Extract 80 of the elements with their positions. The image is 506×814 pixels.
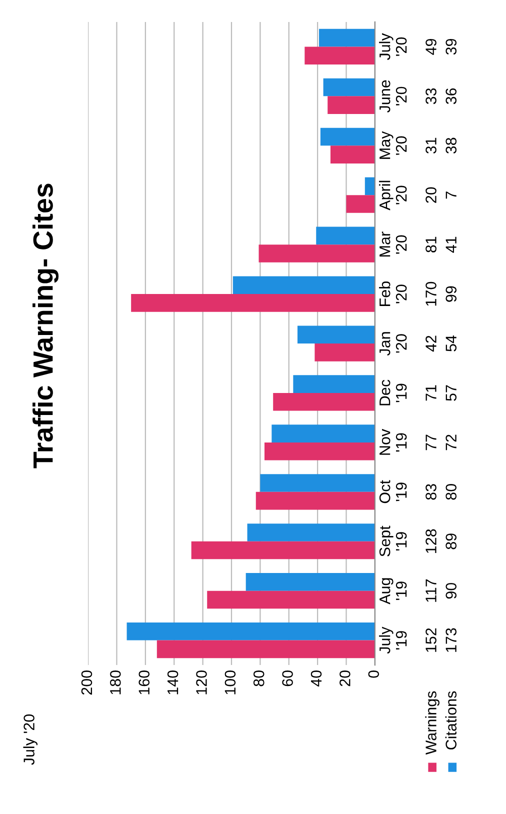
x-tick-label: 200 bbox=[81, 670, 92, 695]
data-label: 77 bbox=[426, 434, 436, 450]
x-tick-label: 120 bbox=[196, 670, 207, 694]
data-label: 89 bbox=[446, 534, 457, 550]
bar bbox=[316, 226, 375, 245]
bar bbox=[246, 573, 375, 591]
bar bbox=[319, 28, 375, 47]
x-tick-label: 0 bbox=[368, 670, 380, 678]
bar bbox=[297, 326, 375, 344]
data-label: 54 bbox=[446, 335, 457, 352]
x-tick-label: 20 bbox=[340, 670, 350, 686]
bar bbox=[256, 492, 375, 510]
y-tick-label: July '19 bbox=[379, 626, 407, 654]
bar bbox=[364, 177, 375, 196]
data-label: 117 bbox=[426, 579, 436, 602]
x-tick-label: 100 bbox=[224, 670, 236, 694]
y-tick-label: Aug '19 bbox=[380, 578, 407, 604]
bar bbox=[131, 294, 375, 312]
bar bbox=[264, 442, 375, 460]
y-tick-label: Feb '20 bbox=[379, 282, 407, 306]
bar bbox=[247, 524, 375, 542]
bar bbox=[156, 640, 375, 658]
y-tick-label: June '20 bbox=[380, 80, 407, 112]
bar bbox=[260, 474, 375, 492]
data-label: 81 bbox=[426, 236, 436, 252]
data-label: 33 bbox=[426, 88, 436, 104]
y-tick-label: Sept '19 bbox=[379, 526, 407, 556]
bar bbox=[314, 344, 375, 362]
x-tick-label: 40 bbox=[310, 670, 322, 687]
x-tick-label: 160 bbox=[138, 670, 150, 694]
data-label: 41 bbox=[446, 236, 456, 253]
x-tick-label: 140 bbox=[167, 670, 178, 694]
data-label: 36 bbox=[446, 88, 457, 104]
data-label: 7 bbox=[446, 192, 456, 199]
data-label: 38 bbox=[446, 138, 457, 154]
y-tick-label: Nov '19 bbox=[380, 428, 407, 455]
data-label: 57 bbox=[446, 385, 457, 401]
bar bbox=[346, 195, 375, 213]
data-label: 72 bbox=[446, 434, 456, 450]
data-label: 152 bbox=[426, 628, 436, 652]
data-label: 49 bbox=[426, 38, 436, 55]
x-tick-label: 60 bbox=[282, 670, 293, 686]
data-label: 20 bbox=[426, 187, 436, 203]
y-tick-label: May '20 bbox=[380, 131, 407, 159]
bar bbox=[258, 244, 375, 262]
data-label: 99 bbox=[446, 286, 457, 302]
data-label: 80 bbox=[446, 484, 457, 500]
y-tick-label: Dec '19 bbox=[380, 380, 407, 406]
data-label: 71 bbox=[426, 385, 436, 401]
bar bbox=[293, 375, 375, 393]
y-tick-label: Jan '20 bbox=[380, 332, 407, 356]
bar bbox=[323, 78, 375, 96]
text: Traffic Warning- Cites bbox=[32, 184, 59, 468]
bar bbox=[207, 590, 375, 609]
bar bbox=[330, 146, 375, 164]
data-label: 39 bbox=[446, 38, 457, 55]
data-label: 170 bbox=[426, 282, 436, 306]
data-label: 42 bbox=[426, 336, 436, 352]
bar bbox=[272, 424, 375, 442]
x-tick-label: 180 bbox=[110, 670, 121, 694]
y-tick-label: Mar '20 bbox=[380, 232, 407, 256]
bar bbox=[232, 276, 375, 294]
data-label: 83 bbox=[426, 484, 436, 500]
bar bbox=[273, 392, 375, 411]
x-tick-label: 80 bbox=[253, 670, 264, 686]
text: July '20 bbox=[23, 714, 38, 765]
y-tick-label: April '20 bbox=[379, 180, 407, 210]
bar bbox=[328, 96, 375, 114]
y-tick-label: Oct '19 bbox=[379, 480, 407, 504]
y-tick-label: July '20 bbox=[379, 33, 407, 60]
text: Citations bbox=[445, 691, 457, 750]
bar bbox=[191, 541, 375, 560]
bar bbox=[320, 128, 375, 146]
text: Warnings bbox=[425, 691, 440, 755]
data-label: 173 bbox=[446, 628, 457, 652]
data-label: 90 bbox=[446, 582, 457, 599]
data-label: 128 bbox=[426, 529, 436, 553]
data-label: 31 bbox=[426, 138, 436, 154]
bar bbox=[126, 622, 375, 640]
bar bbox=[304, 46, 375, 65]
